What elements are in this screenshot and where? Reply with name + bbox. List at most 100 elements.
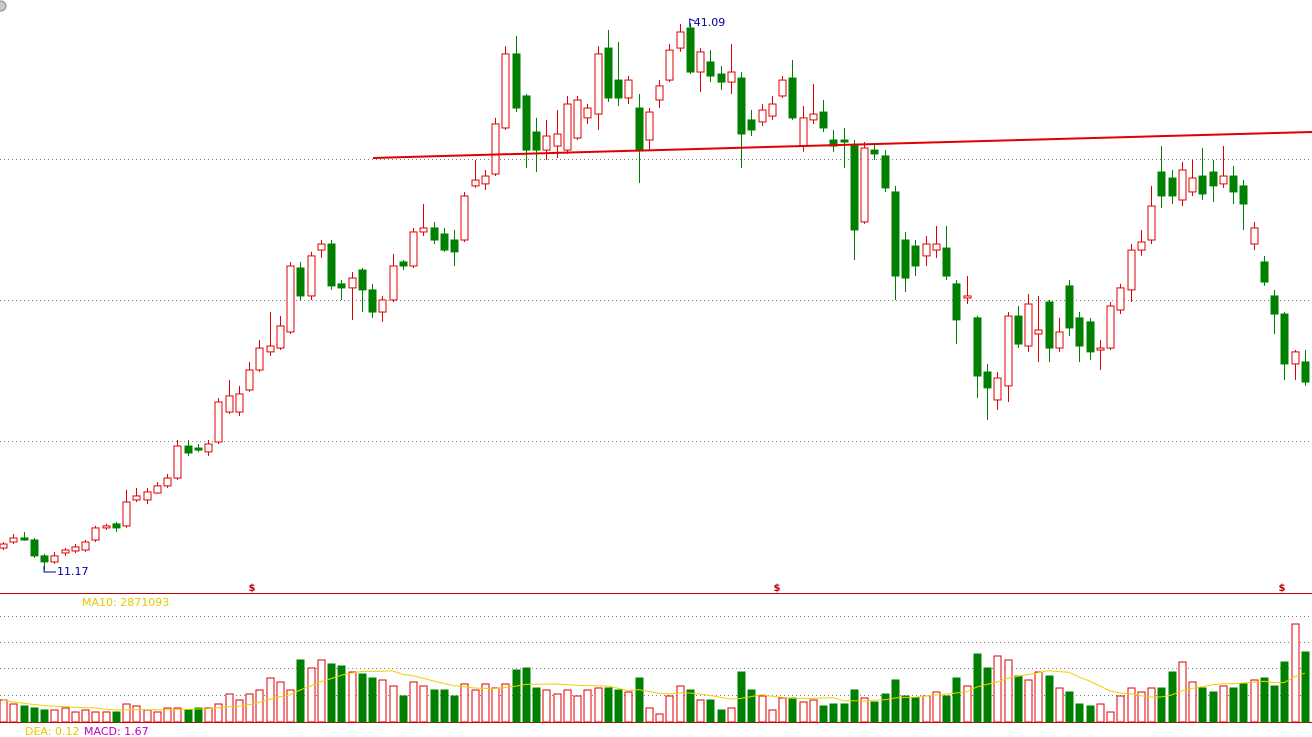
candle-down xyxy=(532,131,541,151)
volume-bar-down xyxy=(522,667,531,723)
volume-bar-up xyxy=(102,711,111,723)
volume-bar-up xyxy=(132,705,141,723)
volume-bar-up xyxy=(389,685,398,723)
volume-bar-up xyxy=(963,685,972,723)
candle-down xyxy=(327,243,336,287)
candle-up xyxy=(922,243,931,257)
candle-up xyxy=(132,495,141,501)
candle-down xyxy=(891,191,900,277)
candle-up xyxy=(799,117,808,147)
volume-bar-down xyxy=(891,679,900,723)
candle-down xyxy=(706,61,715,77)
candle-down xyxy=(184,445,193,454)
candle-up xyxy=(255,347,264,371)
volume-bar-down xyxy=(1229,687,1238,723)
volume-bar-up xyxy=(307,667,316,723)
candle-up xyxy=(173,445,182,479)
candle-down xyxy=(1168,177,1177,197)
volume-bar-up xyxy=(173,707,182,723)
candle-down xyxy=(1280,313,1289,365)
volume-bar-up xyxy=(153,711,162,723)
candle-up xyxy=(389,265,398,301)
candle-up xyxy=(460,195,469,241)
candle-up xyxy=(563,103,572,151)
volume-bar-up xyxy=(491,687,500,723)
volume-bar-up xyxy=(1034,671,1043,723)
volume-bar-up xyxy=(9,703,18,723)
volume-bar-up xyxy=(1127,687,1136,723)
volume-bar-down xyxy=(881,693,890,723)
volume-bar-up xyxy=(799,701,808,723)
candle-down xyxy=(430,227,439,241)
volume-bar-down xyxy=(440,689,449,723)
ma10-label: MA10: 2871093 xyxy=(82,596,169,609)
candle-up xyxy=(676,31,685,49)
volume-bar-up xyxy=(481,683,490,723)
volume-bar-down xyxy=(40,709,49,723)
candle-down xyxy=(635,107,644,151)
candle-up xyxy=(1034,329,1043,335)
volume-bar-down xyxy=(1198,687,1207,723)
volume-bar-down xyxy=(850,689,859,723)
candle-up xyxy=(214,401,223,443)
high-pointer xyxy=(689,18,695,28)
candle-down xyxy=(1301,361,1310,383)
candle-down xyxy=(850,145,859,231)
candle-up xyxy=(91,527,100,541)
volume-bar-up xyxy=(1250,679,1259,723)
candle-down xyxy=(40,555,49,563)
candle-down xyxy=(337,283,346,289)
volume-bar-up xyxy=(1188,681,1197,723)
volume-bar-up xyxy=(276,681,285,723)
volume-bar-down xyxy=(635,677,644,723)
candle-up xyxy=(1004,315,1013,387)
volume-bar-down xyxy=(870,701,879,723)
volume-bar-up xyxy=(1116,695,1125,723)
volume-bar-up xyxy=(1004,659,1013,723)
volume-bar-down xyxy=(747,689,756,723)
candle-up xyxy=(501,53,510,129)
volume-bar-up xyxy=(255,689,264,723)
volume-bar-up xyxy=(932,691,941,723)
volume-bar-up xyxy=(1055,687,1064,723)
candle-up xyxy=(1250,227,1259,245)
volume-bar-up xyxy=(1137,691,1146,723)
candle-up xyxy=(276,325,285,349)
candle-down xyxy=(1260,261,1269,283)
volume-bar-down xyxy=(327,663,336,723)
candle-up xyxy=(860,147,869,223)
volume-bar-down xyxy=(717,709,726,723)
ma10-line xyxy=(2,670,1305,711)
candle-up xyxy=(1291,351,1300,365)
volume-bar-up xyxy=(163,707,172,723)
volume-bar-down xyxy=(30,707,39,723)
event-marker: $ xyxy=(1279,583,1286,594)
volume-bar-down xyxy=(512,669,521,723)
volume-bar-up xyxy=(91,711,100,723)
candle-down xyxy=(686,27,695,73)
candle-down xyxy=(112,523,121,529)
candle-up xyxy=(61,549,70,554)
volume-bar-down xyxy=(1014,675,1023,723)
volume-bar-down xyxy=(952,677,961,723)
volume-bar-down xyxy=(706,699,715,723)
volume-bar-up xyxy=(665,695,674,723)
volume-bar-up xyxy=(1219,685,1228,723)
candle-up xyxy=(1116,287,1125,311)
candle-down xyxy=(30,539,39,557)
candle-up xyxy=(573,99,582,139)
candle-up xyxy=(553,133,562,147)
volume-bar-up xyxy=(61,707,70,723)
candle-up xyxy=(266,345,275,353)
volume-bar-up xyxy=(809,699,818,723)
volume-bar-down xyxy=(430,689,439,723)
volume-bar-up xyxy=(409,681,418,723)
candle-down xyxy=(296,267,305,297)
candle-up xyxy=(235,393,244,413)
candle-up xyxy=(153,485,162,494)
candle-down xyxy=(870,149,879,155)
volume-bar-up xyxy=(122,703,131,723)
volume-bar-up xyxy=(50,709,59,723)
volume-bar-down xyxy=(1168,671,1177,723)
candle-down xyxy=(717,73,726,83)
